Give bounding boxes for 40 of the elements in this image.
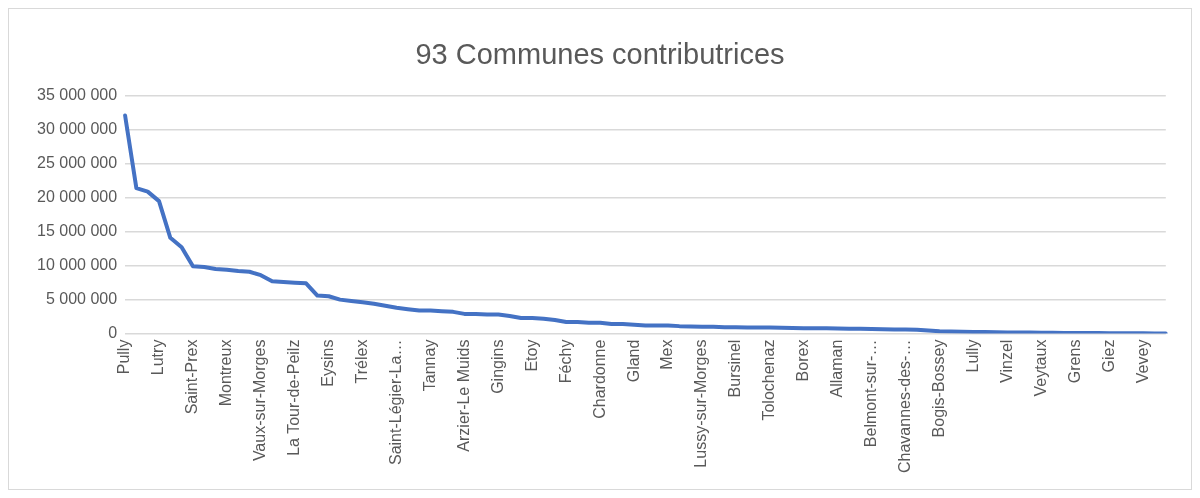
x-tick-label: Vinzel [997, 339, 1015, 383]
x-tick-label: Tannay [420, 339, 438, 392]
y-tick-label: 15 000 000 [37, 222, 118, 240]
x-tick-label: Vaux-sur-Morges [251, 339, 269, 462]
x-tick-label: Vevey [1133, 339, 1151, 384]
x-tick-label: Eysins [319, 339, 337, 387]
x-tick-label: Belmont-sur-… [862, 339, 880, 448]
x-tick-label: La Tour-de-Peilz [285, 339, 303, 456]
x-tick-label: Féchy [556, 339, 574, 384]
x-tick-label: Giez [1099, 339, 1117, 373]
x-tick-label: Bogis-Bossey [929, 339, 947, 438]
x-tick-label: Saint-Prex [183, 339, 201, 415]
x-tick-label: Allaman [828, 339, 846, 398]
x-tick-label: Mex [658, 339, 676, 370]
x-tick-label: Veytaux [1031, 339, 1049, 397]
x-tick-label: Lussy-sur-Morges [692, 339, 710, 468]
y-tick-label: 10 000 000 [37, 256, 118, 274]
x-tick-label: Bursinel [726, 339, 744, 398]
x-tick-label: Tolochenaz [760, 339, 778, 421]
y-tick-label: 20 000 000 [37, 188, 118, 206]
y-tick-label: 25 000 000 [37, 154, 118, 172]
y-tick-label: 0 [108, 324, 118, 342]
chart-title: 93 Communes contributrices [415, 38, 785, 71]
y-tick-label: 30 000 000 [37, 120, 118, 138]
y-tick-label: 35 000 000 [37, 86, 118, 104]
x-tick-label: Chardonne [590, 339, 608, 419]
x-tick-label: Saint-Légier-La… [386, 339, 404, 466]
x-tick-label: Pully [115, 339, 133, 375]
x-tick-label: Chavannes-des-… [896, 339, 914, 474]
x-tick-label: Lutry [149, 339, 167, 376]
x-tick-label: Lully [963, 339, 981, 373]
y-tick-label: 5 000 000 [45, 290, 118, 308]
x-tick-label: Gingins [488, 339, 506, 394]
x-tick-label: Grens [1065, 339, 1083, 384]
x-tick-label: Montreux [217, 339, 235, 407]
x-tick-label: Gland [624, 339, 642, 383]
x-tick-label: Arzier-Le Muids [454, 339, 472, 452]
x-tick-label: Borex [794, 339, 812, 382]
x-tick-label: Etoy [522, 339, 540, 372]
x-tick-label: Trélex [353, 339, 371, 384]
